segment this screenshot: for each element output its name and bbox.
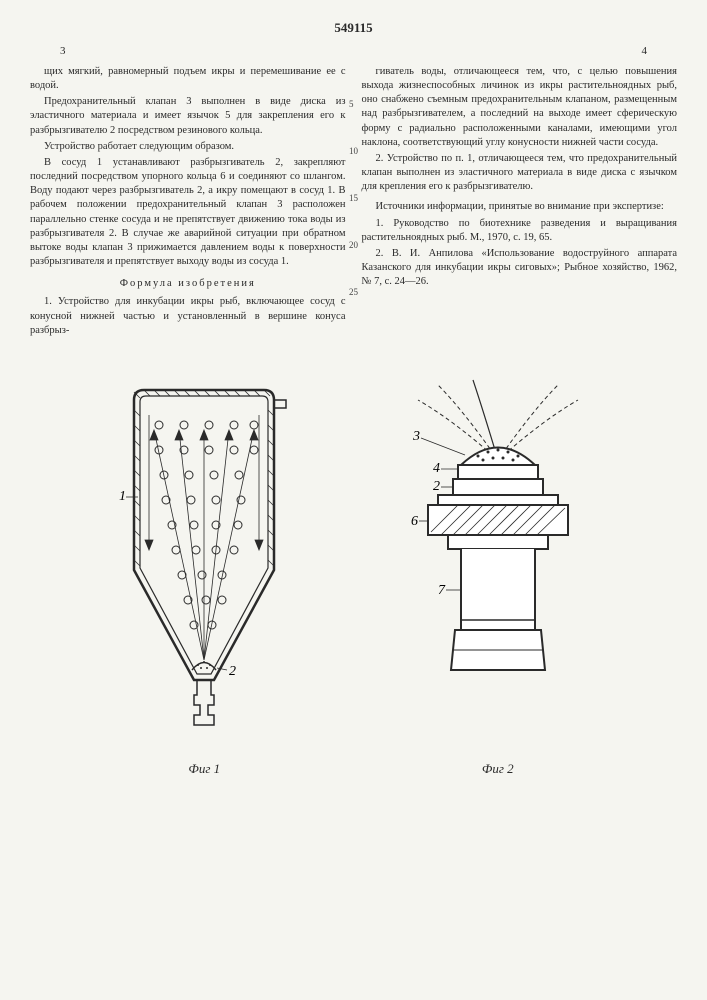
svg-text:2: 2: [433, 479, 440, 494]
fig1-caption: Фиг 1: [94, 761, 314, 777]
figure-2: 3 4 2 6 7 Фиг 2: [383, 370, 613, 777]
para: 2. В. И. Анпилова «Использование водостр…: [362, 247, 678, 290]
sources-title: Источники информации, принятые во вниман…: [362, 200, 678, 214]
svg-text:3: 3: [412, 429, 420, 444]
doc-number: 549115: [30, 20, 677, 36]
svg-text:6: 6: [411, 514, 418, 529]
fig1-label-1: 1: [119, 489, 126, 504]
column-right: 4 гиватель воды, отличающееся тем, что, …: [362, 44, 678, 340]
para: 1. Руководство по биотехнике разведения …: [362, 217, 678, 245]
para: 1. Устройство для инкубации икры рыб, вк…: [30, 295, 346, 338]
svg-text:4: 4: [433, 461, 440, 476]
figure-1: 1 2 Фиг 1: [94, 370, 314, 777]
text-columns: 5 10 15 20 25 3 щих мягкий, равномерный …: [30, 44, 677, 340]
figures: 1 2 Фиг 1: [30, 370, 677, 777]
para: щих мягкий, равномерный подъем икры и пе…: [30, 65, 346, 93]
fig1-label-2: 2: [229, 664, 236, 679]
svg-text:7: 7: [438, 583, 446, 598]
fig2-caption: Фиг 2: [383, 761, 613, 777]
para: Устройство работает следующим образом.: [30, 140, 346, 154]
column-left: 3 щих мягкий, равномерный подъем икры и …: [30, 44, 346, 340]
line-markers: 5 10 15 20 25: [349, 100, 358, 335]
para: Предохранительный клапан 3 выполнен в ви…: [30, 95, 346, 138]
para: гиватель воды, отличающееся тем, что, с …: [362, 65, 678, 150]
col-num-left: 3: [30, 44, 346, 59]
formula-title: Формула изобретения: [30, 277, 346, 291]
para: В сосуд 1 устанавливают разбрызгиватель …: [30, 156, 346, 269]
col-num-right: 4: [362, 44, 678, 59]
para: 2. Устройство по п. 1, отличающееся тем,…: [362, 152, 678, 195]
